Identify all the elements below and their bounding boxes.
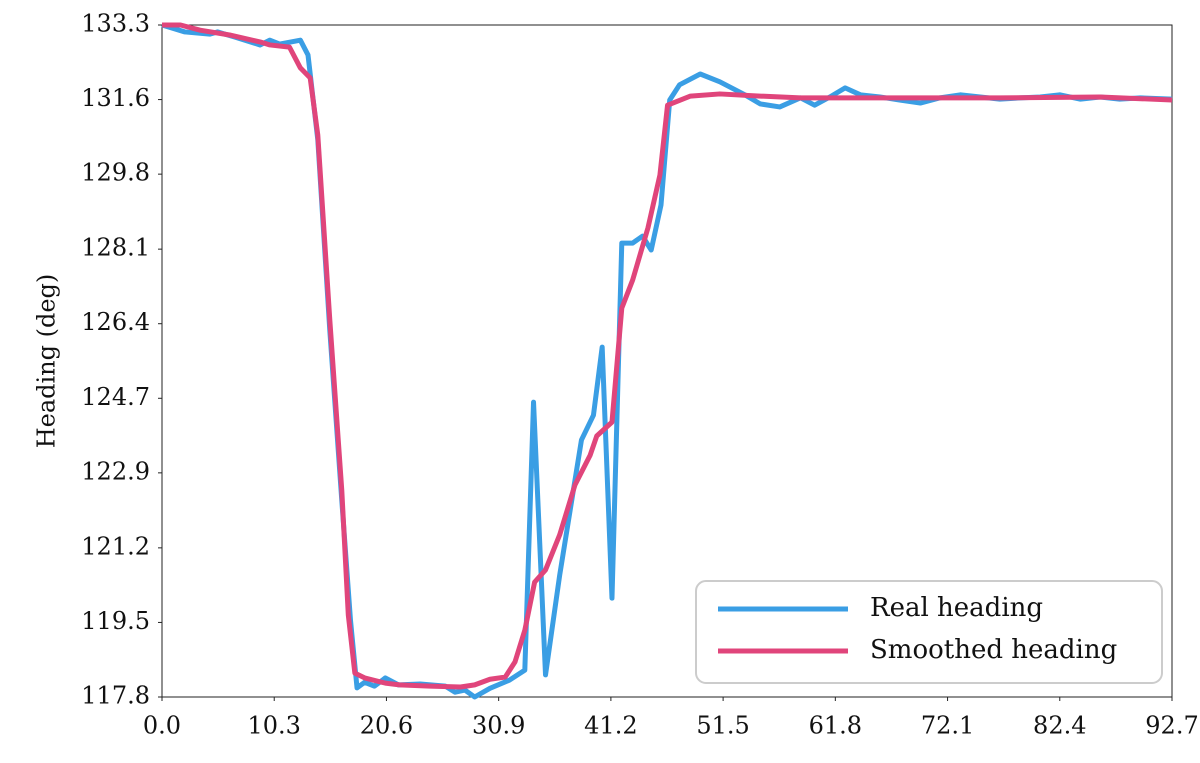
y-tick-label: 124.7 <box>81 383 150 411</box>
y-tick-label: 128.1 <box>81 234 150 262</box>
x-tick-label: 61.8 <box>809 712 862 740</box>
y-axis-label: Heading (deg) <box>33 274 61 449</box>
y-tick-label: 131.6 <box>81 84 150 112</box>
x-tick-label: 10.3 <box>248 712 301 740</box>
y-tick-label: 133.3 <box>81 10 150 38</box>
y-tick-label: 126.4 <box>81 308 150 336</box>
x-tick-label: 92.7 <box>1145 712 1198 740</box>
legend-label: Real heading <box>870 593 1043 623</box>
x-tick-label: 51.5 <box>696 712 749 740</box>
y-tick-label: 121.2 <box>81 532 150 560</box>
y-tick-label: 117.8 <box>81 682 150 710</box>
legend-label: Smoothed heading <box>870 635 1117 665</box>
plot-frame <box>161 24 1173 698</box>
x-tick-label: 20.6 <box>360 712 413 740</box>
y-tick-label: 119.5 <box>81 607 150 635</box>
y-tick-label: 122.9 <box>81 457 150 485</box>
y-tick-label: 129.8 <box>81 159 150 187</box>
x-tick-label: 82.4 <box>1033 712 1086 740</box>
legend: Real heading Smoothed heading <box>695 580 1163 684</box>
x-tick-label: 0.0 <box>143 712 181 740</box>
data-line <box>162 22 1173 690</box>
x-tick-label: 41.2 <box>584 712 637 740</box>
x-tick-label: 30.9 <box>472 712 525 740</box>
x-tick-label: 72.1 <box>921 712 974 740</box>
